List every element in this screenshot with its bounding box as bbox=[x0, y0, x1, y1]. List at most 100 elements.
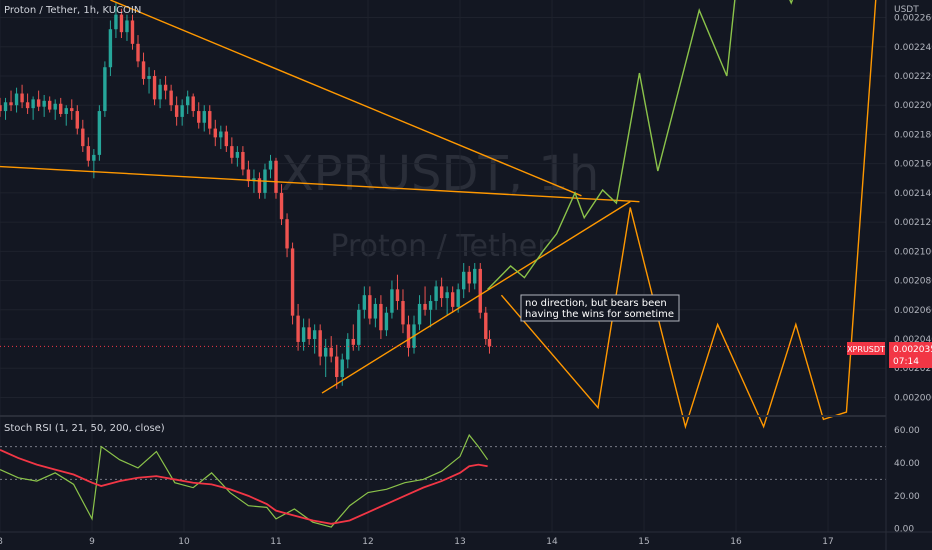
candle-body bbox=[268, 160, 273, 170]
candle-body bbox=[81, 128, 85, 147]
last-price-tag: XPRUSDT 0.002035 07:14 bbox=[847, 342, 932, 368]
bullish-projection-path bbox=[487, 0, 794, 290]
candle-body bbox=[42, 100, 46, 107]
candle-body bbox=[75, 111, 79, 129]
candle-body bbox=[97, 111, 102, 155]
candle-body bbox=[395, 289, 400, 302]
watermark-symbol: XPRUSDT, 1h bbox=[281, 146, 600, 202]
candle-body bbox=[335, 356, 339, 378]
candle-body bbox=[312, 330, 317, 340]
time-tick-label: 12 bbox=[362, 537, 373, 547]
candle-body bbox=[108, 29, 113, 68]
candle-body bbox=[163, 84, 168, 91]
candle-body bbox=[274, 160, 278, 193]
candle-body bbox=[241, 151, 245, 170]
candle-body bbox=[92, 154, 96, 161]
trendline bbox=[110, 0, 582, 197]
time-tick-label: 11 bbox=[270, 537, 281, 547]
candle-body bbox=[3, 102, 8, 112]
time-tick-label: 10 bbox=[178, 537, 190, 547]
indicator-tick-label: 20.00 bbox=[894, 492, 920, 502]
candle-body bbox=[318, 330, 322, 357]
candle-body bbox=[351, 339, 355, 345]
candle-body bbox=[136, 43, 140, 62]
candle-body bbox=[406, 324, 411, 348]
candle-body bbox=[152, 75, 157, 100]
candle-body bbox=[125, 20, 129, 33]
candle-body bbox=[428, 301, 433, 310]
candle-body bbox=[119, 14, 124, 33]
candle-body bbox=[368, 295, 372, 319]
candle-body bbox=[252, 178, 256, 182]
candle-body bbox=[235, 151, 240, 158]
candle-body bbox=[257, 178, 262, 193]
candle-body bbox=[423, 303, 427, 310]
candle-body bbox=[301, 327, 306, 342]
candle-body bbox=[467, 271, 471, 284]
time-tick-label: 16 bbox=[730, 537, 742, 547]
time-tick-label: 9 bbox=[89, 537, 95, 547]
candle-body bbox=[174, 105, 179, 117]
drawings[interactable] bbox=[0, 0, 879, 430]
candle-body bbox=[379, 303, 383, 331]
candle-body bbox=[417, 303, 422, 325]
candle-body bbox=[246, 169, 251, 182]
candle-body bbox=[401, 301, 405, 325]
candle-body bbox=[296, 315, 300, 342]
price-axis-unit: USDT bbox=[894, 5, 919, 15]
candle-body bbox=[185, 96, 190, 106]
candle-body bbox=[362, 295, 367, 310]
symbol-tag-label: XPRUSDT bbox=[847, 345, 885, 354]
candle-body bbox=[307, 327, 311, 340]
candle-body bbox=[346, 339, 350, 360]
candle-body bbox=[473, 268, 477, 284]
annotation-box bbox=[520, 294, 680, 322]
candle-body bbox=[9, 102, 13, 106]
candle-body bbox=[197, 111, 201, 123]
candle-body bbox=[439, 286, 444, 299]
candle-body bbox=[25, 102, 30, 109]
time-axis[interactable]: 8 9 10 11 12 13 14 15 16 17 bbox=[0, 537, 834, 547]
time-tick-label: 8 bbox=[0, 537, 3, 547]
annotation-line-2: having the wins for sometime bbox=[525, 309, 674, 320]
candle-body bbox=[219, 131, 223, 138]
candle-body bbox=[208, 111, 212, 129]
grid bbox=[0, 0, 886, 532]
annotation-line-1: no direction, but bears been bbox=[525, 298, 667, 309]
candle-body bbox=[390, 289, 394, 313]
candle-body bbox=[450, 292, 455, 307]
candle-body bbox=[31, 99, 35, 109]
candle-body bbox=[329, 347, 333, 357]
bearish-projection-path bbox=[500, 0, 877, 430]
candle-body bbox=[180, 105, 184, 117]
candle-body bbox=[279, 192, 284, 220]
candle-body bbox=[14, 93, 19, 106]
indicator-tick-label: 0.00 bbox=[894, 525, 914, 535]
candle-body bbox=[224, 131, 229, 147]
candle-body bbox=[103, 67, 107, 112]
time-tick-label: 13 bbox=[454, 537, 465, 547]
time-tick-label: 15 bbox=[638, 537, 649, 547]
price-tag bbox=[889, 342, 932, 368]
candle-body bbox=[0, 105, 2, 112]
stoch-series-d bbox=[0, 449, 488, 525]
price-tag-countdown: 07:14 bbox=[893, 357, 919, 367]
candle-body bbox=[114, 14, 118, 30]
stoch-rsi-pane bbox=[0, 433, 886, 528]
candle-body bbox=[484, 312, 488, 340]
candle-body bbox=[384, 312, 389, 331]
indicator-axis[interactable]: 60.00 40.00 20.00 0.00 bbox=[894, 426, 920, 535]
annotation-callout[interactable]: no direction, but bears been having the … bbox=[520, 294, 680, 322]
candle-body bbox=[285, 219, 289, 249]
pane-separator[interactable] bbox=[0, 415, 886, 417]
candle-body bbox=[64, 108, 68, 114]
candle-body bbox=[478, 268, 482, 313]
candle-body bbox=[130, 20, 135, 44]
